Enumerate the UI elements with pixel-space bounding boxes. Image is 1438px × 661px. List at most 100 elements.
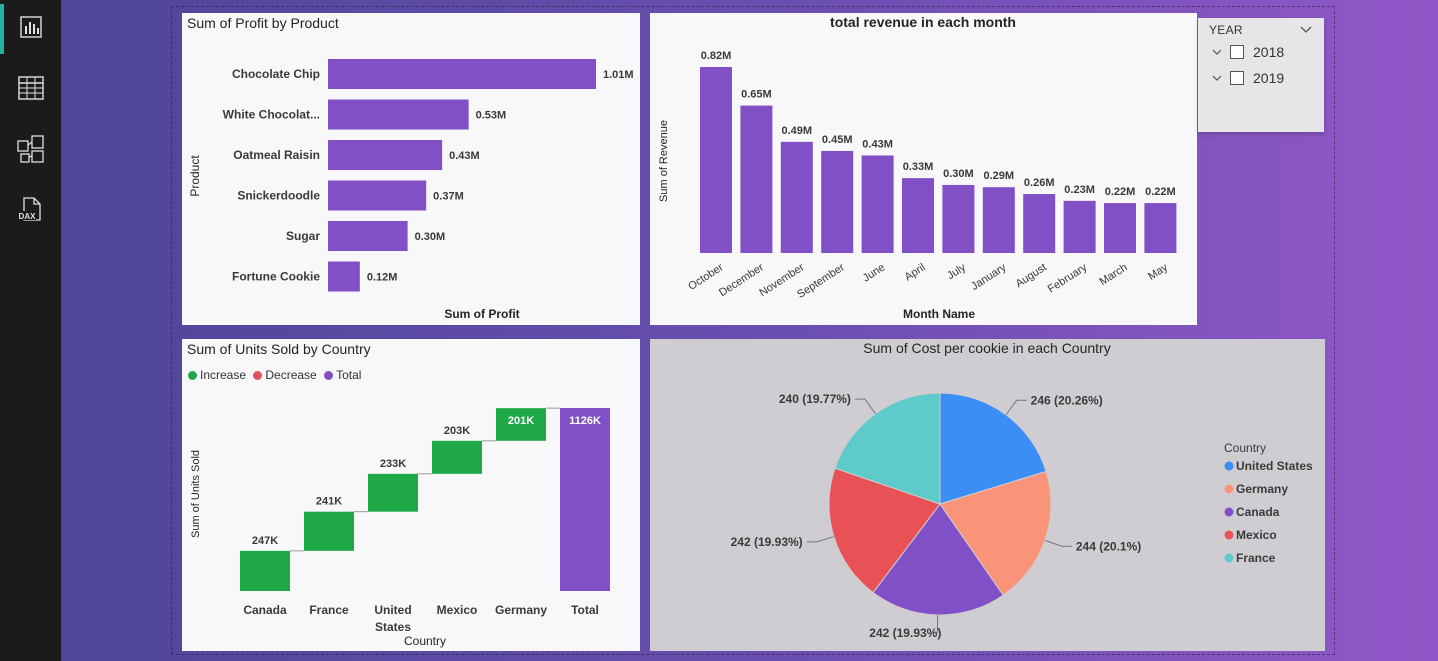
expand-chevron-icon[interactable] [1210,45,1224,59]
slicer-option-2019[interactable]: 2019 [1210,70,1284,86]
slicer-checkbox[interactable] [1230,71,1244,85]
pie-slice [939,392,1047,505]
y-axis-title: Product [188,155,202,197]
legend-label: France [1236,551,1276,565]
dax-label: DAX [18,212,36,221]
bar [821,150,854,253]
bar [902,178,934,253]
units-waterfall-chart: 247K Canada 241K France 233K United States 203K… [190,407,610,648]
bar [328,99,469,130]
report-canvas-frame [171,6,1335,655]
category-label: December [717,261,766,299]
view-switcher-rail: DAX [0,0,61,661]
legend-label: United States [1236,459,1313,473]
table-view-button[interactable] [0,61,61,115]
report-view-button[interactable] [0,0,61,54]
data-label: 0.29M [984,170,1015,182]
data-label: 247K [252,535,278,547]
legend-dot-increase [188,371,197,381]
data-label: 242 (19.93%) [731,535,803,549]
legend-dot [1224,553,1234,563]
year-slicer[interactable]: YEAR 2018 2019 [1198,18,1324,132]
bar [1023,194,1056,253]
bar [780,141,813,253]
bar [328,59,596,89]
revenue-by-month-visual[interactable]: total revenue in each month 0.82M October 0… [650,13,1197,325]
bar [560,408,610,591]
x-axis-title: Country [404,634,446,648]
bar [304,511,354,551]
legend-label: Total [336,368,362,382]
data-label: 0.53M [476,110,507,122]
category-label: March [1097,261,1129,288]
data-label: 0.49M [782,125,813,137]
bar [1144,203,1177,253]
slicer-title: YEAR [1209,23,1243,37]
category-label: Mexico [437,603,478,617]
profit-by-product-visual[interactable]: Sum of Profit by Product Chocolate Chip 1… [182,13,640,325]
legend-dot-total [324,371,334,381]
legend-dot [1224,484,1234,494]
category-label: White Chocolat... [223,108,320,122]
data-label: 0.22M [1145,186,1176,198]
bar [368,473,418,512]
data-label: 1126K [569,415,601,427]
units-sold-by-country-visual[interactable]: Sum of Units Sold by Country Increase De… [182,339,640,651]
category-label: France [309,603,349,617]
data-label: 0.22M [1105,186,1136,198]
visual-title: Sum of Profit by Product [187,15,339,31]
pie-slice [939,470,1052,596]
dax-query-view-button[interactable]: DAX [0,183,61,237]
x-axis-title: Sum of Profit [444,307,519,321]
slicer-checkbox[interactable] [1230,45,1244,59]
category-label: January [969,261,1009,293]
slicer-option-2018[interactable]: 2018 [1210,44,1284,60]
legend-label: Decrease [265,368,317,382]
model-view-button[interactable] [0,122,61,176]
data-label: 246 (20.26%) [1031,393,1103,407]
expand-chevron-icon[interactable] [1210,71,1224,85]
bar [328,261,360,292]
bar [432,440,482,474]
data-label: 0.43M [862,138,893,150]
data-label: 201K [508,415,534,427]
cost-per-cookie-visual[interactable]: Sum of Cost per cookie in each Country 24… [650,339,1325,651]
legend-dot-decrease [253,371,263,381]
model-view-icon [16,135,44,163]
legend-label: Canada [1236,505,1280,519]
category-label: April [903,261,928,283]
data-label: 0.65M [741,89,772,101]
category-label: Total [571,603,599,617]
y-axis-title: Sum of Units Sold [190,450,202,538]
legend-label: Germany [1236,482,1288,496]
dax-query-icon: DAX [17,197,41,221]
revenue-column-chart: total revenue in each month0.82MOctober0… [658,14,1177,321]
data-label: 0.43M [449,150,480,162]
bar [496,408,546,441]
data-label: 0.23M [1064,184,1095,196]
bar [328,221,408,251]
data-label: 1.01M [603,69,634,81]
data-label: 240 (19.77%) [779,392,851,406]
visual-title: Sum of Cost per cookie in each Country [863,340,1110,356]
leader-line [806,536,835,543]
data-label: 233K [380,458,406,470]
chevron-down-icon[interactable] [1300,26,1312,34]
data-label: 241K [316,496,342,508]
legend-dot [1224,530,1234,540]
data-label: 244 (20.1%) [1076,539,1141,553]
category-label: July [945,261,968,282]
category-label: United States [374,603,411,634]
category-label: Snickerdoodle [237,189,320,203]
bar [1104,203,1136,253]
category-label: May [1146,261,1170,283]
category-label: August [1014,261,1049,290]
visual-title: total revenue in each month [830,14,1016,30]
data-label: 0.82M [701,50,732,62]
category-label: Chocolate Chip [232,67,320,81]
bar [700,67,732,253]
leader-line [854,398,876,415]
x-axis-title: Month Name [903,307,975,321]
category-label: Oatmeal Raisin [233,148,320,162]
profit-bar-chart: Chocolate Chip 1.01M White Chocolat... 0.53… [188,59,634,321]
